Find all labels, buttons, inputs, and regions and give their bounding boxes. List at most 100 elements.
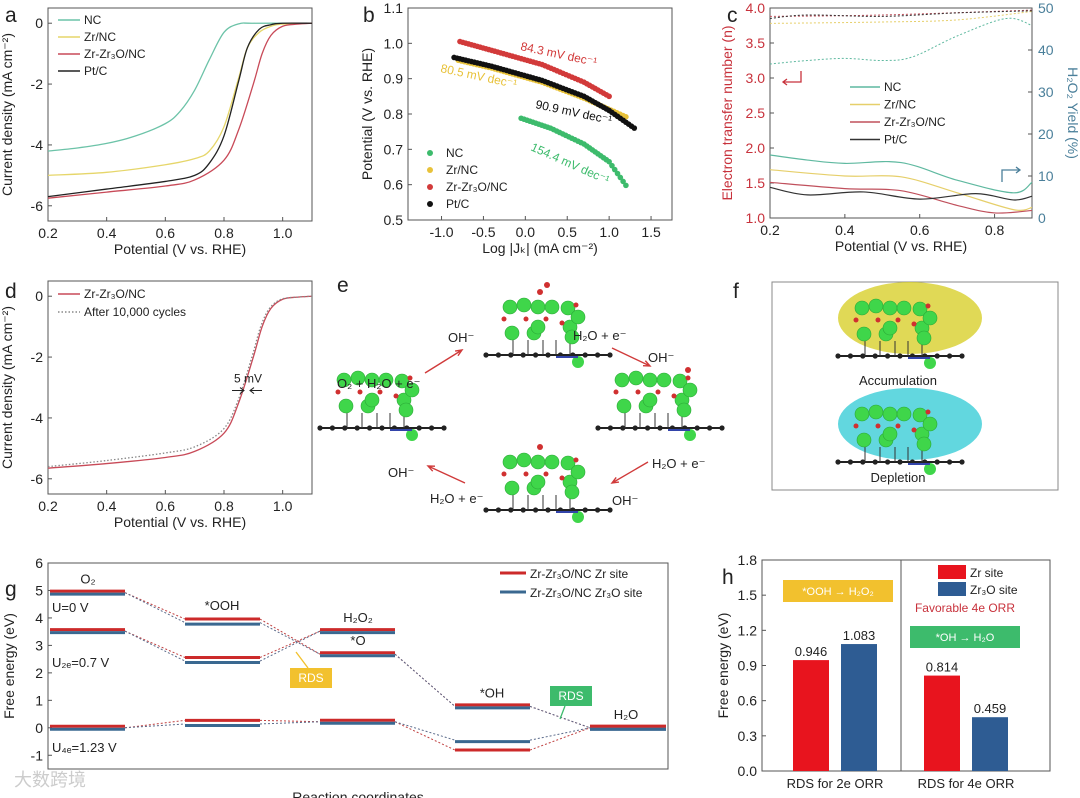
shift-annotation: 5 mV — [234, 372, 262, 386]
legend-marker — [427, 167, 433, 173]
oxygen-atom — [501, 316, 507, 322]
series-line-3 — [47, 22, 313, 198]
zr-atom — [912, 407, 928, 423]
oxygen-atom — [573, 457, 579, 463]
zr-atom — [572, 356, 584, 368]
zr-atom — [572, 511, 584, 523]
shift-arrows-icon — [232, 387, 262, 394]
oxygen-atom — [685, 375, 691, 381]
reaction-species-label: H₂O + e⁻ — [652, 456, 705, 471]
reaction-species-label: O₂ + H₂O + e⁻ — [337, 376, 420, 391]
structure-top — [483, 297, 613, 368]
bar-value-label: 0.946 — [795, 644, 828, 659]
x-tick-label: -0.5 — [471, 224, 495, 240]
structure-left — [317, 370, 447, 441]
zr-atom — [504, 325, 520, 341]
reaction-arrow-icon — [426, 465, 466, 484]
state-label: H₂O₂ — [343, 610, 373, 625]
y-axis-label: Free energy (eV) — [715, 613, 731, 719]
y-right-tick-label: 30 — [1038, 84, 1054, 100]
right-axis-arrow-icon — [1001, 166, 1022, 182]
rds-label: RDS — [558, 689, 583, 703]
y-tick-label: 0 — [35, 15, 43, 31]
x-tick-label: 0.6 — [156, 225, 176, 241]
legend-label: NC — [446, 146, 464, 160]
data-point — [606, 93, 612, 100]
zr-atom — [614, 372, 630, 388]
y-tick-label: 6 — [35, 555, 43, 571]
zr-atom — [916, 436, 932, 452]
y-tick-label: 0.5 — [384, 212, 404, 228]
zr-atom — [882, 426, 898, 442]
y-tick-label: 1.5 — [738, 587, 758, 603]
legend-label: Zr-Zr₃O/NC — [84, 287, 146, 301]
zr-atom — [922, 310, 938, 326]
connector-line — [394, 721, 456, 741]
y-tick-label: 1.5 — [746, 175, 766, 191]
h2o2-yield-line-3 — [769, 186, 1033, 201]
y-right-tick-label: 0 — [1038, 210, 1046, 226]
x-tick-label: 0.2 — [760, 222, 780, 238]
x-tick-label: -1.0 — [429, 224, 453, 240]
bar-zr-site — [924, 675, 960, 771]
oxygen-atom — [613, 389, 619, 395]
panel-b: -1.0 -0.5 0.0 0.5 1.0 1.5 0.5 0.6 0.7 0.8 0.9 1.0 1.… — [359, 0, 673, 256]
x-axis-label: Potential (V vs. RHE) — [835, 238, 967, 254]
zr-atom — [656, 372, 672, 388]
oxygen-atom — [559, 320, 565, 326]
zr-atom — [682, 382, 698, 398]
oxygen-atom — [573, 302, 579, 308]
h2o2-yield-line-0 — [769, 154, 1033, 194]
x-axis-label: Potential (V vs. RHE) — [114, 514, 246, 530]
y-axis-label: Electron transfer number (n) — [719, 25, 735, 200]
zr-atom — [882, 320, 898, 336]
h2o2-yield-line-2 — [769, 181, 1033, 214]
y-tick-label: -6 — [31, 198, 44, 214]
zr-atom — [616, 398, 632, 414]
legend-label: Zr₃O site — [970, 583, 1018, 597]
zr-atom — [530, 474, 546, 490]
oxygen-atom — [911, 427, 917, 433]
structure-right — [595, 370, 725, 441]
x-tick-label: 1.0 — [273, 498, 293, 514]
connector-line — [529, 727, 591, 751]
zr-atom — [406, 429, 418, 441]
zr-atom — [628, 370, 644, 386]
y-tick-label: 0 — [35, 720, 43, 736]
oxygen-atom — [377, 389, 383, 395]
oxygen-atom — [895, 423, 901, 429]
oxygen-atom — [875, 423, 881, 429]
state-label: *OOH — [205, 598, 240, 613]
structure-bottom — [483, 452, 613, 523]
y-right-tick-label: 40 — [1038, 42, 1054, 58]
y-tick-label: 1.0 — [746, 210, 766, 226]
legend-label: Zr-Zr₃O/NC Zr₃O site — [530, 586, 643, 600]
x-axis-label: Log |Jₖ| (mA cm⁻²) — [482, 240, 598, 256]
oxygen-atom — [853, 317, 859, 323]
legend-swatch — [938, 565, 966, 579]
zr-atom — [896, 300, 912, 316]
y-right-axis-label: H₂O₂ Yield (%) — [1065, 67, 1080, 159]
zr-atom — [570, 309, 586, 325]
potential-condition-label: U₂ₑ=0.7 V — [52, 655, 110, 670]
oxygen-atom — [407, 375, 413, 381]
connector-line — [529, 705, 591, 729]
tafel-slope-label: 90.9 mV dec⁻¹ — [534, 97, 613, 127]
oxygen-atom — [543, 471, 549, 477]
y-tick-label: 1.8 — [738, 552, 758, 568]
rds-badge — [290, 668, 332, 688]
plot-frame — [47, 7, 313, 222]
legend-label: Zr site — [970, 566, 1004, 580]
tafel-slope-label: 154.4 mV dec⁻¹ — [529, 140, 612, 187]
legend-label: Pt/C — [446, 197, 470, 211]
zr-atom — [502, 454, 518, 470]
potential-condition-label: U=0 V — [52, 600, 89, 615]
zr-atom — [868, 404, 884, 420]
adsorbed-oxygen-atom — [537, 444, 543, 450]
reaction-arrow-icon — [424, 349, 464, 374]
series-line-2 — [47, 22, 313, 199]
bar-zr3o-site — [972, 717, 1008, 771]
reaction-species-label: OH⁻ — [448, 330, 474, 345]
x-tick-label: 0.5 — [558, 224, 578, 240]
legend-label: After 10,000 cycles — [84, 305, 186, 319]
